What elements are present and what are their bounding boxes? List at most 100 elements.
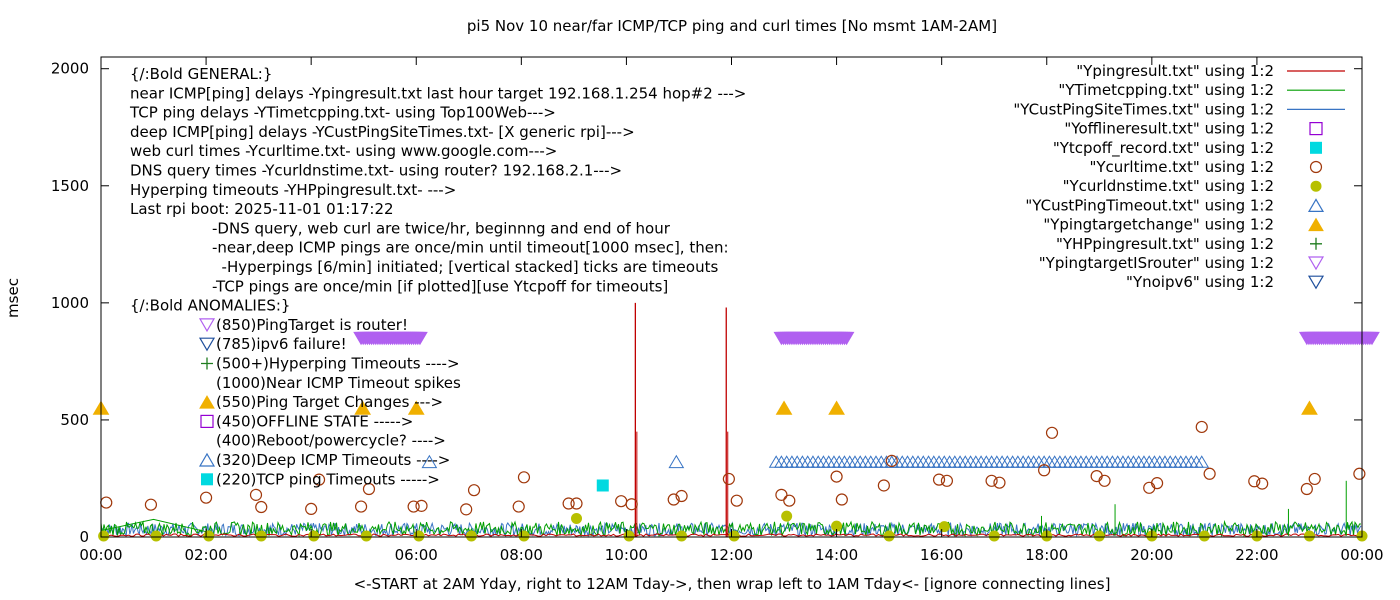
y-tick-label: 1000 bbox=[51, 294, 89, 312]
curl-time-marker bbox=[932, 473, 946, 486]
curl-time-marker bbox=[722, 472, 735, 486]
legend-entry-label: "Ynoipv6" using 1:2 bbox=[1126, 273, 1274, 291]
axes: 00:00 02:00 04:00 06:00 08:00 10:00 12:00 14:00… bbox=[51, 57, 1384, 564]
y-tick-label: 1500 bbox=[51, 177, 89, 195]
legend-entry-marker bbox=[1307, 198, 1325, 212]
annotation-anomaly-line: (320)Deep ICMP Timeouts ----> bbox=[216, 451, 450, 469]
plot-area bbox=[101, 57, 1362, 537]
curl-time-marker bbox=[312, 473, 326, 486]
curl-time-marker bbox=[993, 476, 1006, 489]
curl-time-marker bbox=[877, 479, 890, 492]
annotation-general-line: deep ICMP[ping] delays -YCustPingSiteTim… bbox=[130, 123, 635, 141]
annotation-general-line: web curl times -Ycurltime.txt- using www… bbox=[130, 142, 557, 160]
series-tcp-ping bbox=[100, 519, 1361, 538]
legend-entry-label: "Ytcpoff_record.txt" using 1:2 bbox=[1053, 139, 1274, 158]
annotation-note-line: -DNS query, web curl are twice/hr, begin… bbox=[212, 219, 671, 237]
x-tick-label: 00:00 bbox=[79, 546, 122, 564]
annotation-anomaly-line: (500+)Hyperping Timeouts ----> bbox=[216, 355, 460, 373]
annotation-general-line: DNS query times -Ycurldnstime.txt- using… bbox=[130, 162, 622, 180]
curl-time-marker bbox=[1203, 467, 1216, 480]
annotation-anomalies-title: {/:Bold ANOMALIES:} bbox=[130, 297, 290, 315]
dns-time-marker bbox=[360, 530, 372, 542]
dns-time-marker bbox=[203, 530, 215, 542]
tcp-ping-timeout-marker bbox=[596, 479, 609, 492]
curl-time-marker bbox=[830, 470, 843, 483]
annotation-note-line: -near,deep ICMP pings are once/min until… bbox=[212, 239, 729, 257]
curl-time-marker bbox=[985, 474, 998, 487]
x-tick-label: 02:00 bbox=[184, 546, 227, 564]
deep-icmp-timeout-marker bbox=[668, 454, 685, 469]
dns-time-marker bbox=[571, 512, 583, 524]
anomaly-marker bbox=[201, 357, 213, 370]
legend-entry-marker bbox=[1310, 180, 1322, 192]
annotation-anomaly-line: (1000)Near ICMP Timeout spikes bbox=[216, 374, 461, 392]
dns-time-marker bbox=[518, 530, 530, 542]
anomaly-marker bbox=[199, 395, 215, 409]
curl-time-marker bbox=[775, 488, 788, 501]
curl-time-marker bbox=[1256, 477, 1269, 490]
curl-time-marker bbox=[305, 502, 318, 516]
legend-entry-label: "Ypingresult.txt" using 1:2 bbox=[1076, 62, 1274, 80]
chart-title: pi5 Nov 10 near/far ICMP/TCP ping and cu… bbox=[467, 17, 997, 35]
curl-time-marker bbox=[783, 494, 796, 507]
annotation-anomaly-line: (400)Reboot/powercycle? ----> bbox=[216, 432, 446, 450]
curl-time-marker bbox=[1045, 426, 1059, 439]
curl-time-marker bbox=[467, 484, 481, 497]
dns-time-marker bbox=[413, 530, 425, 542]
annotations: {/:Bold GENERAL:}near ICMP[ping] delays … bbox=[129, 65, 746, 488]
curl-time-marker bbox=[562, 497, 575, 510]
anomaly-marker bbox=[201, 473, 213, 486]
legend-entry-label: "Yofflineresult.txt" using 1:2 bbox=[1064, 120, 1274, 138]
curl-time-marker bbox=[512, 500, 525, 513]
plot-background bbox=[101, 57, 1362, 537]
dns-time-marker bbox=[150, 530, 162, 542]
legend-entry-marker bbox=[1307, 256, 1325, 271]
x-tick-label: 18:00 bbox=[1025, 546, 1068, 564]
curl-time-marker bbox=[460, 503, 473, 516]
x-tick-label: 12:00 bbox=[710, 546, 753, 564]
dns-time-marker bbox=[98, 530, 110, 542]
ping-target-change-marker bbox=[1301, 400, 1318, 415]
dns-time-marker bbox=[623, 530, 635, 542]
legend-entry-label: "YCustPingTimeout.txt" using 1:2 bbox=[1025, 196, 1274, 214]
legend-entry-label: "YCustPingSiteTimes.txt" using 1:2 bbox=[1013, 100, 1274, 118]
series-tcp-ping-segment bbox=[103, 518, 209, 533]
curl-time-marker bbox=[1300, 482, 1313, 496]
dns-time-marker bbox=[883, 530, 895, 542]
legend-entry-marker bbox=[1310, 237, 1322, 250]
router-target-marker bbox=[412, 331, 428, 346]
x-tick-label: 00:00 bbox=[1340, 546, 1383, 564]
dns-time-marker bbox=[1093, 530, 1105, 542]
legend-entry-label: "YTimetcpping.txt" using 1:2 bbox=[1058, 81, 1274, 99]
annotation-anomaly-line: (850)PingTarget is router! bbox=[216, 316, 408, 334]
curl-time-marker bbox=[1195, 420, 1208, 434]
curl-time-marker bbox=[667, 493, 680, 506]
annotation-general-line: near ICMP[ping] delays -Ypingresult.txt … bbox=[130, 84, 746, 102]
curl-time-marker bbox=[625, 498, 638, 511]
x-tick-label: 04:00 bbox=[290, 546, 333, 564]
curl-time-marker bbox=[835, 493, 848, 506]
curl-time-marker bbox=[1150, 477, 1164, 490]
annotation-anomaly-line: (785)ipv6 failure! bbox=[216, 335, 347, 353]
curl-time-marker bbox=[354, 500, 368, 513]
dns-time-marker bbox=[938, 521, 950, 533]
dns-time-marker bbox=[465, 530, 477, 542]
curl-time-marker bbox=[199, 491, 213, 504]
curl-time-marker bbox=[940, 474, 954, 487]
legend: "Ypingresult.txt" using 1:2"YTimetcpping… bbox=[1013, 62, 1345, 291]
curl-time-marker bbox=[1038, 464, 1051, 477]
curl-time-marker bbox=[415, 499, 428, 512]
anomaly-marker bbox=[198, 452, 216, 467]
annotation-anomaly-line: (220)TCP ping Timeouts -----> bbox=[216, 470, 440, 488]
dns-time-marker bbox=[308, 530, 320, 542]
annotation-general-line: TCP ping delays -YTimetcpping.txt- using… bbox=[129, 104, 556, 122]
dns-time-marker bbox=[831, 520, 843, 532]
curl-time-marker bbox=[362, 482, 376, 496]
legend-entry-marker bbox=[1310, 141, 1322, 154]
curl-time-marker bbox=[885, 454, 898, 468]
x-tick-label: 06:00 bbox=[395, 546, 438, 564]
annotation-anomaly-line: (450)OFFLINE STATE -----> bbox=[216, 412, 413, 430]
dns-time-marker bbox=[781, 510, 793, 522]
x-tick-label: 22:00 bbox=[1235, 546, 1278, 564]
